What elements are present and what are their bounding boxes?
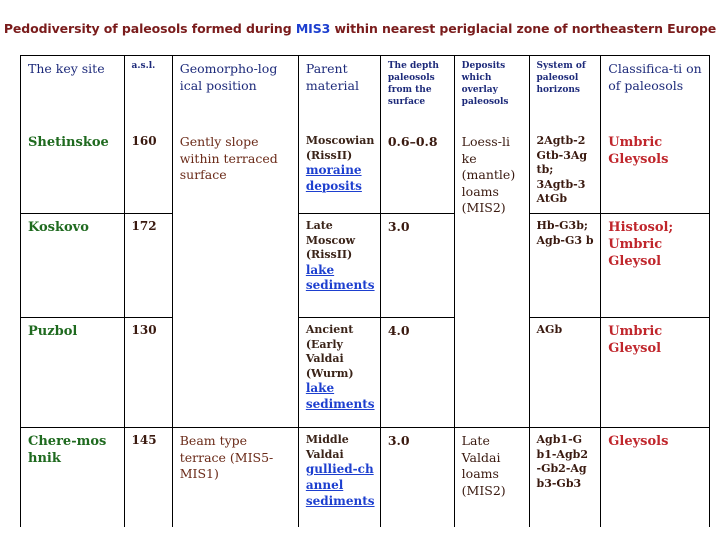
paleosol-table: The key site a.s.l. Geomorpho-log ical p… [20, 55, 710, 527]
parent-link[interactable]: lake sediments [305, 381, 375, 411]
depth-value: 0.6–0.8 [379, 129, 455, 214]
header-site: The key site [20, 55, 125, 129]
parent-text: Moscowian (RissII) [305, 134, 375, 162]
site-name: Koskovo [20, 213, 125, 318]
header-geomorph: Geomorpho-log ical position [171, 55, 299, 129]
horizon-system: AGb [528, 317, 602, 428]
header-asl: a.s.l. [123, 55, 173, 129]
table-row: Puzbol 130 Ancient (Early Valdai (Wurm) l… [20, 317, 710, 428]
table-row: Shetinskoe 160 Gently slope within terra… [20, 129, 710, 428]
horizon-system: Hb-G3b; Agb-G3 b [528, 213, 602, 318]
altitude: 160 [123, 129, 173, 214]
parent-material: Late Moscow (RissII) lake sediments [297, 213, 381, 318]
depth-value: 4.0 [379, 317, 455, 428]
title-highlight: MIS3 [295, 21, 331, 36]
parent-link[interactable]: lake sediments [305, 262, 375, 293]
parent-link[interactable]: gullied-ch annel sediments [305, 462, 375, 508]
table-row: Chere-mos hnik 145 Beam type terrace (MI… [20, 427, 710, 527]
table-row: Koskovo 172 Late Moscow (RissII) lake sed… [20, 213, 710, 318]
overlay-deposits: Loess-li ke (mantle) loams (MIS2) [453, 129, 530, 428]
depth-value: 3.0 [379, 213, 455, 318]
soil-classification: Gleysols [600, 427, 710, 527]
parent-link[interactable]: moraine deposits [305, 163, 362, 193]
soil-classification: Umbric Gleysol [600, 317, 710, 428]
parent-text: Middle Valdai [305, 433, 349, 461]
geomorph-position: Gently slope within terraced surface [171, 129, 299, 428]
header-depth: The depth paleosols from the surface [379, 55, 455, 129]
altitude: 172 [123, 213, 173, 318]
altitude: 130 [123, 317, 173, 428]
geomorph-position: Beam type terrace (MIS5-MIS1) [171, 427, 299, 527]
site-name: Chere-mos hnik [20, 427, 125, 527]
altitude: 145 [123, 427, 173, 527]
site-name: Shetinskoe [20, 129, 125, 214]
depth-value: 3.0 [379, 427, 455, 527]
header-horizons: System of paleosol horizons [528, 55, 602, 129]
header-parent: Parent material [297, 55, 381, 129]
overlay-deposits: Late Valdai loams (MIS2) [453, 427, 530, 527]
header-row: The key site a.s.l. Geomorpho-log ical p… [20, 55, 710, 129]
soil-classification: Umbric Gleysols [600, 129, 710, 214]
page-title: Pedodiversity of paleosols formed during… [0, 21, 720, 36]
soil-classification: Histosol; Umbric Gleysol [600, 213, 710, 318]
parent-text: Ancient (Early Valdai (Wurm) [305, 323, 354, 380]
header-deposits: Deposits which overlay paleosols [453, 55, 530, 129]
parent-text: Late Moscow (RissII) [305, 219, 356, 262]
horizon-system: 2Agtb-2 Gtb-3Ag tb; 3Agtb-3 AtGb [528, 129, 602, 214]
parent-material: Moscowian (RissII) moraine deposits [297, 129, 381, 214]
title-part-2: within nearest periglacial zone of north… [330, 21, 717, 36]
parent-material: Ancient (Early Valdai (Wurm) lake sedimen… [297, 317, 381, 428]
title-part-1: Pedodiversity of paleosols formed during [3, 21, 296, 36]
header-classification: Classifica-ti on of paleosols [600, 55, 710, 129]
parent-material: Middle Valdai gullied-ch annel sediments [297, 427, 381, 527]
horizon-system: Agb1-G b1-Agb2 -Gb2-Ag b3-Gb3 [528, 427, 602, 527]
site-name: Puzbol [20, 317, 125, 428]
